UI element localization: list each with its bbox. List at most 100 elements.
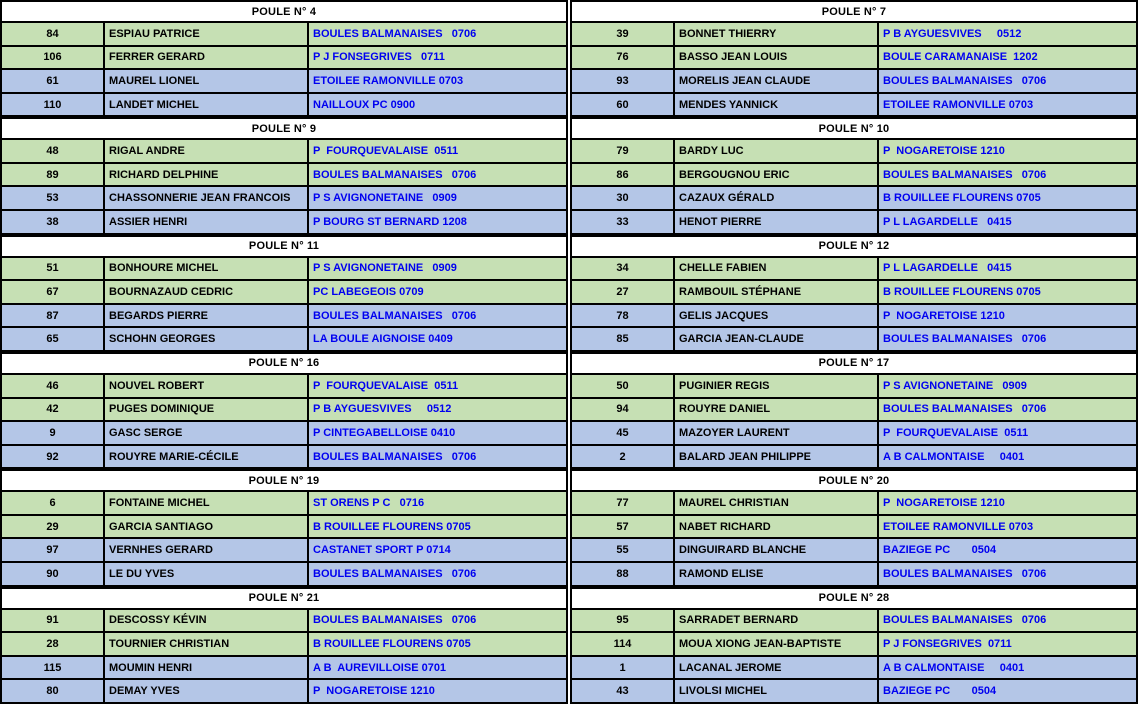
player-name: DESCOSSY KÉVIN xyxy=(105,609,309,632)
player-number: 48 xyxy=(2,140,105,162)
player-row: 29 GARCIA SANTIAGO B ROUILLEE FLOURENS 070… xyxy=(2,513,566,538)
player-number: 114 xyxy=(572,633,675,655)
player-number: 1 xyxy=(572,656,675,679)
player-club: BOULES BALMANAISES 0706 xyxy=(313,309,477,322)
player-number: 33 xyxy=(572,211,675,233)
player-row: 55 DINGUIRARD BLANCHE BAZIEGE PC 0504 xyxy=(572,537,1136,562)
player-name: BARDY LUC xyxy=(675,140,879,162)
player-club: BOULES BALMANAISES 0706 xyxy=(313,614,477,627)
player-row: 1 LACANAL JEROME A B CALMONTAISE 0401 xyxy=(572,654,1136,679)
player-club: ETOILEE RAMONVILLE 0703 xyxy=(883,98,1034,111)
player-club: A B CALMONTAISE 0401 xyxy=(883,661,1025,674)
player-name: TOURNIER CHRISTIAN xyxy=(105,633,309,655)
player-number: 115 xyxy=(2,656,105,679)
player-club: LA BOULE AIGNOISE 0409 xyxy=(313,333,453,346)
player-club: P FOURQUEVALAISE 0511 xyxy=(313,379,459,392)
player-number: 85 xyxy=(572,328,675,350)
player-name: GARCIA JEAN-CLAUDE xyxy=(675,328,879,350)
player-name: SARRADET BERNARD xyxy=(675,609,879,632)
player-number: 57 xyxy=(572,515,675,538)
player-club: BAZIEGE PC 0504 xyxy=(883,544,997,557)
player-name: RICHARD DELPHINE xyxy=(105,163,309,186)
player-row: 76 BASSO JEAN LOUIS BOULE CARAMANAISE 1202 xyxy=(572,44,1136,69)
player-club: A B AUREVILLOISE 0701 xyxy=(313,661,447,674)
player-club: P J FONSEGRIVES 0711 xyxy=(313,51,445,64)
player-club: P NOGARETOISE 1210 xyxy=(883,309,1005,322)
player-club: BOULES BALMANAISES 0706 xyxy=(883,74,1047,87)
player-row: 92 ROUYRE MARIE-CÉCILE BOULES BALMANAISES … xyxy=(2,443,566,468)
player-row: 48 RIGAL ANDRE P FOURQUEVALAISE 0511 xyxy=(2,138,566,162)
player-number: 42 xyxy=(2,398,105,421)
player-name: SCHOHN GEORGES xyxy=(105,328,309,350)
player-club: P B AYGUESVIVES 0512 xyxy=(883,27,1022,40)
player-name: ROUYRE DANIEL xyxy=(675,398,879,421)
pool-block: POULE N° 17 50 PUGINIER REGIS P S AVIGNONET… xyxy=(570,351,1138,470)
player-number: 67 xyxy=(2,281,105,303)
player-number: 2 xyxy=(572,445,675,468)
pool-block: POULE N° 12 34 CHELLE FABIEN P L LAGARDELLE… xyxy=(570,234,1138,352)
player-club: ETOILEE RAMONVILLE 0703 xyxy=(883,520,1034,533)
player-name: GARCIA SANTIAGO xyxy=(105,515,309,538)
player-number: 9 xyxy=(2,422,105,444)
player-number: 65 xyxy=(2,328,105,350)
player-name: BALARD JEAN PHILIPPE xyxy=(675,445,879,468)
player-club: ETOILEE RAMONVILLE 0703 xyxy=(313,74,464,87)
player-number: 45 xyxy=(572,422,675,444)
player-name: PUGINIER REGIS xyxy=(675,374,879,397)
player-row: 53 CHASSONNERIE JEAN FRANCOIS P S AVIGNONE… xyxy=(2,185,566,210)
player-number: 79 xyxy=(572,140,675,162)
player-name: ESPIAU PATRICE xyxy=(105,23,309,45)
player-name: LE DU YVES xyxy=(105,563,309,585)
player-name: LACANAL JEROME xyxy=(675,656,879,679)
player-number: 38 xyxy=(2,211,105,233)
player-club: NAILLOUX PC 0900 xyxy=(313,98,416,111)
player-name: DEMAY YVES xyxy=(105,680,309,702)
player-row: 51 BONHOURE MICHEL P S AVIGNONETAINE 0909 xyxy=(2,255,566,280)
player-number: 39 xyxy=(572,23,675,45)
player-club: P L LAGARDELLE 0415 xyxy=(883,215,1012,228)
pool-block: POULE N° 20 77 MAUREL CHRISTIAN P NOGARETOI… xyxy=(570,469,1138,587)
player-row: 65 SCHOHN GEORGES LA BOULE AIGNOISE 0409 xyxy=(2,326,566,350)
player-name: MENDES YANNICK xyxy=(675,93,879,116)
player-number: 6 xyxy=(2,492,105,514)
player-name: DINGUIRARD BLANCHE xyxy=(675,539,879,562)
pool-title: POULE N° 7 xyxy=(572,2,1136,21)
player-club: A B CALMONTAISE 0401 xyxy=(883,450,1025,463)
player-club: P FOURQUEVALAISE 0511 xyxy=(883,426,1029,439)
player-number: 76 xyxy=(572,46,675,69)
player-club: P S AVIGNONETAINE 0909 xyxy=(313,262,457,275)
player-name: GELIS JACQUES xyxy=(675,304,879,327)
player-number: 95 xyxy=(572,609,675,632)
player-name: CHELLE FABIEN xyxy=(675,257,879,280)
player-number: 78 xyxy=(572,304,675,327)
player-number: 53 xyxy=(2,187,105,210)
player-number: 88 xyxy=(572,563,675,585)
player-number: 30 xyxy=(572,187,675,210)
player-name: FONTAINE MICHEL xyxy=(105,492,309,514)
player-row: 78 GELIS JACQUES P NOGARETOISE 1210 xyxy=(572,302,1136,327)
player-number: 86 xyxy=(572,163,675,186)
player-row: 27 RAMBOUIL STÉPHANE B ROUILLEE FLOURENS 0… xyxy=(572,279,1136,303)
pools-left-column: POULE N° 4 84 ESPIAU PATRICE BOULES BALMANA… xyxy=(0,0,568,704)
player-row: 39 BONNET THIERRY P B AYGUESVIVES 0512 xyxy=(572,21,1136,45)
player-number: 80 xyxy=(2,680,105,702)
player-club: B ROUILLEE FLOURENS 0705 xyxy=(313,638,471,650)
pool-block: POULE N° 21 91 DESCOSSY KÉVIN BOULES BALMAN… xyxy=(0,586,568,704)
player-club: P NOGARETOISE 1210 xyxy=(883,497,1005,510)
player-name: BONNET THIERRY xyxy=(675,23,879,45)
player-row: 50 PUGINIER REGIS P S AVIGNONETAINE 0909 xyxy=(572,372,1136,397)
player-row: 45 MAZOYER LAURENT P FOURQUEVALAISE 0511 xyxy=(572,420,1136,444)
player-name: BONHOURE MICHEL xyxy=(105,257,309,280)
player-club: BOULES BALMANAISES 0706 xyxy=(313,567,477,580)
player-number: 91 xyxy=(2,609,105,632)
player-club: P S AVIGNONETAINE 0909 xyxy=(313,192,457,205)
pool-title: POULE N° 11 xyxy=(2,236,566,256)
pool-block: POULE N° 16 46 NOUVEL ROBERT P FOURQUEVALAI… xyxy=(0,351,568,470)
player-number: 87 xyxy=(2,304,105,327)
pool-title: POULE N° 16 xyxy=(2,353,566,373)
player-row: 86 BERGOUGNOU ERIC BOULES BALMANAISES 0706 xyxy=(572,161,1136,186)
player-club: BOULE CARAMANAISE 1202 xyxy=(883,51,1038,64)
player-club: ST ORENS P C 0716 xyxy=(313,497,425,510)
player-row: 85 GARCIA JEAN-CLAUDE BOULES BALMANAISES 0… xyxy=(572,326,1136,350)
